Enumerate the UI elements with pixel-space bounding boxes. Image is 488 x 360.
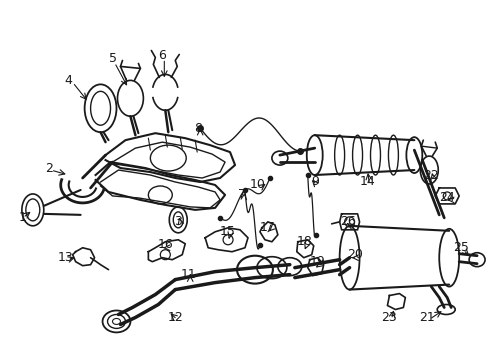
Text: 3: 3 — [174, 215, 182, 228]
Text: 2: 2 — [45, 162, 53, 175]
Text: 25: 25 — [452, 241, 468, 254]
Text: 12: 12 — [167, 311, 183, 324]
Text: 17: 17 — [260, 221, 275, 234]
Text: 6: 6 — [158, 49, 166, 62]
Text: 22: 22 — [423, 168, 438, 181]
Text: 15: 15 — [220, 225, 236, 238]
Text: 16: 16 — [157, 238, 173, 251]
Text: 7: 7 — [238, 188, 245, 202]
Text: 5: 5 — [108, 52, 116, 65]
Text: 26: 26 — [339, 215, 355, 228]
Text: 14: 14 — [359, 175, 375, 189]
Text: 20: 20 — [346, 248, 362, 261]
Text: 9: 9 — [310, 175, 318, 189]
Text: 1: 1 — [19, 211, 27, 224]
Text: 24: 24 — [438, 192, 454, 204]
Text: 23: 23 — [381, 311, 397, 324]
Text: 21: 21 — [419, 311, 434, 324]
Text: 10: 10 — [249, 179, 265, 192]
Text: 19: 19 — [309, 255, 325, 268]
Text: 18: 18 — [296, 235, 312, 248]
Text: 4: 4 — [64, 74, 73, 87]
Text: 13: 13 — [58, 251, 73, 264]
Text: 11: 11 — [180, 268, 196, 281]
Text: 8: 8 — [194, 122, 202, 135]
